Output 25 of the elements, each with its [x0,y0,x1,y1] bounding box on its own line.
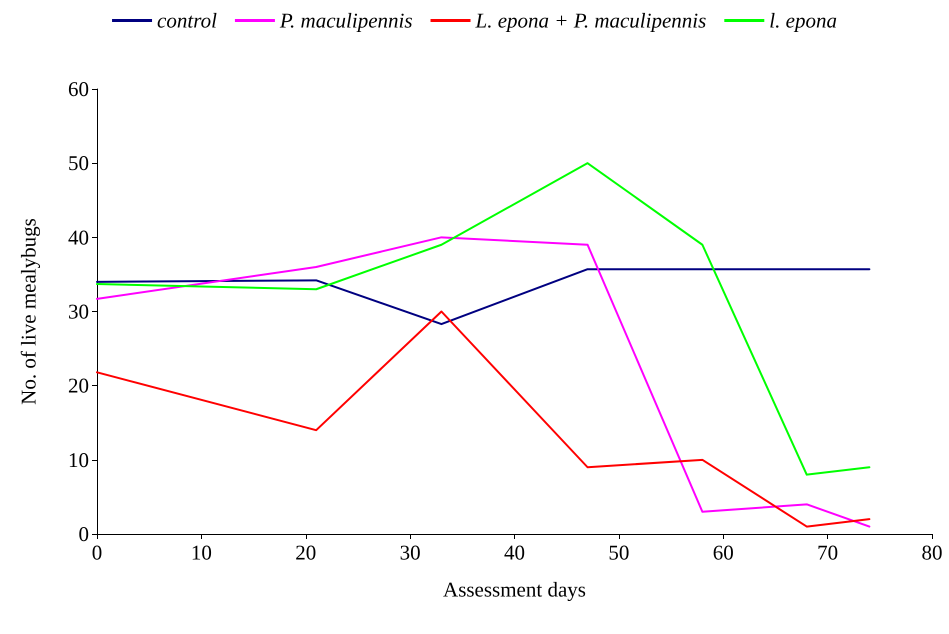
line-series [96,236,870,528]
y-tick-label: 30 [68,300,89,324]
line-series [96,310,870,528]
legend-label: L. epona + P. maculipennis [474,8,706,32]
y-tick-label: 10 [68,448,89,472]
x-tick-label: 20 [295,540,316,564]
line-series [96,268,870,326]
x-tick-label: 60 [712,540,734,564]
y-tick-label: 0 [78,522,89,546]
x-tick-label: 50 [608,540,630,564]
x-axis-title: Assessment days [443,578,586,602]
y-tick-label: 50 [68,151,89,176]
y-tick-label: 40 [68,225,89,250]
y-tick-label: 20 [68,374,89,398]
x-tick-label: 80 [922,540,942,564]
line-series [96,162,870,476]
legend-label: control [157,8,218,32]
legend-label: P. maculipennis [278,8,413,32]
x-tick-label: 30 [400,540,421,564]
y-tick-label: 60 [68,77,89,101]
legend-label: l. epona [769,8,837,32]
y-axis-title: No. of live mealybugs [16,218,40,405]
x-tick-label: 10 [190,540,212,564]
x-tick-label: 40 [504,540,525,564]
x-tick-label: 70 [817,540,838,564]
